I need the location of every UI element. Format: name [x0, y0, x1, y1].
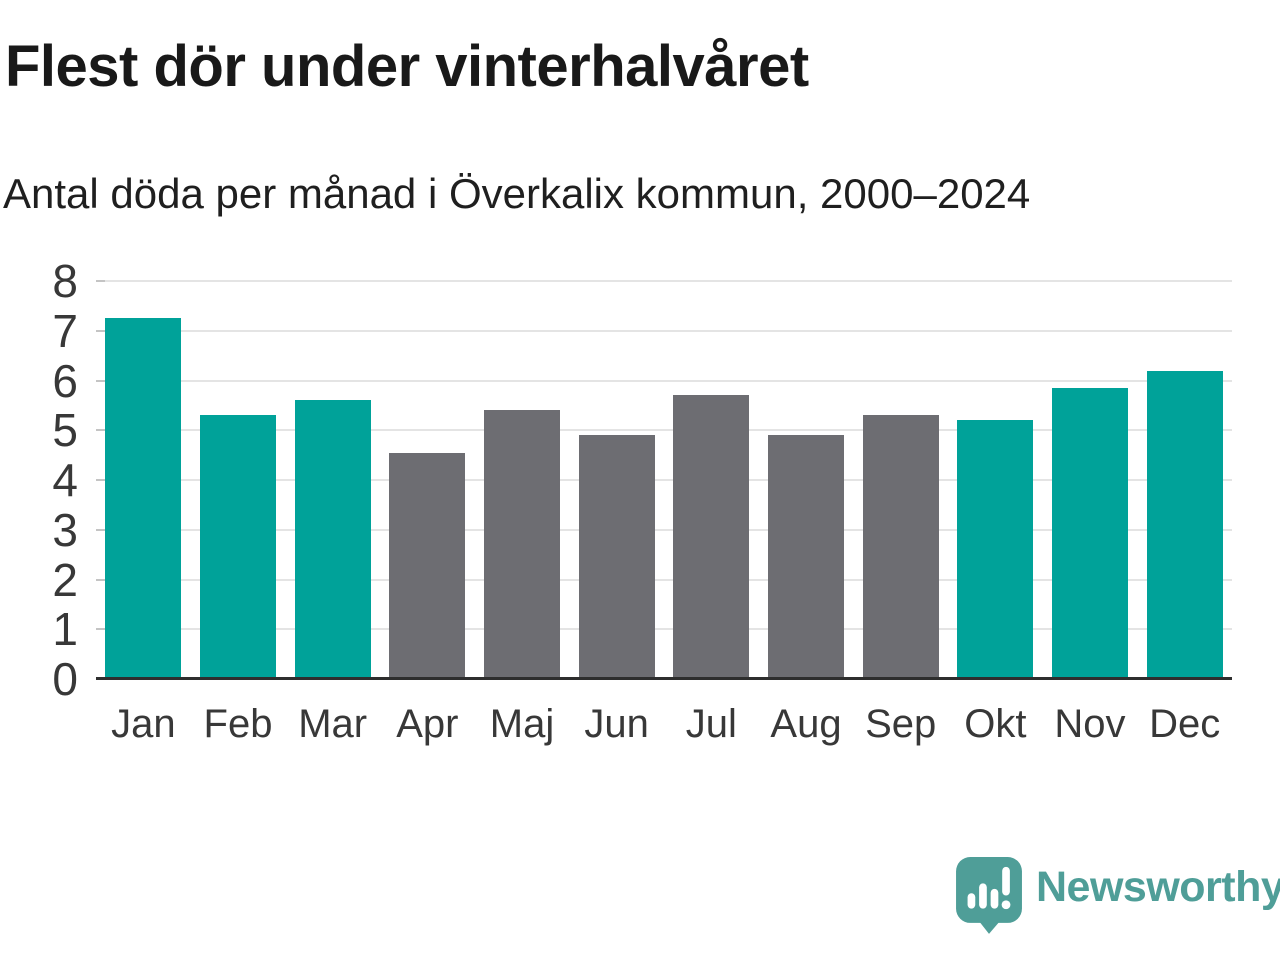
x-tick-label-okt: Okt	[964, 702, 1027, 746]
x-tick-label-maj: Maj	[489, 702, 555, 746]
y-tick-mark-4	[96, 479, 105, 481]
x-tick-label-apr: Apr	[396, 702, 459, 746]
y-tick-mark-5	[96, 429, 105, 432]
gridline-3	[96, 528, 1232, 531]
bar-aug	[768, 435, 844, 679]
x-axis-baseline	[96, 677, 1232, 680]
page-title: Flest dör under vinterhalvåret	[5, 34, 809, 99]
gridline-2	[96, 578, 1232, 581]
bar-nov	[1052, 387, 1128, 679]
bar-chart-exclamation-glyph	[967, 866, 1011, 910]
gridline-7	[96, 329, 1232, 332]
gridline-8	[96, 280, 1232, 282]
bar-maj	[484, 410, 560, 679]
plot-area	[96, 280, 1232, 680]
newsworthy-logo-icon	[956, 857, 1022, 934]
gridline-4	[96, 479, 1232, 481]
x-tick-label-jun: Jun	[584, 702, 649, 746]
y-tick-label-2: 2	[52, 553, 78, 606]
x-tick-label-feb: Feb	[203, 702, 273, 746]
x-tick-label-jan: Jan	[111, 702, 176, 746]
y-tick-label-5: 5	[52, 404, 78, 457]
gridline-5	[96, 429, 1232, 432]
x-tick-label-sep: Sep	[865, 702, 937, 746]
y-tick-label-7: 7	[52, 304, 78, 357]
y-tick-mark-3	[96, 528, 105, 531]
gridline-1	[96, 628, 1232, 631]
gridline-6	[96, 379, 1232, 382]
bar-jul	[673, 395, 750, 679]
y-tick-mark-2	[96, 578, 105, 581]
y-tick-mark-1	[96, 628, 105, 631]
y-tick-label-8: 8	[52, 255, 78, 307]
bar-jan	[105, 318, 182, 679]
x-tick-label-dec: Dec	[1149, 702, 1221, 746]
y-tick-mark-7	[96, 329, 105, 332]
y-tick-label-3: 3	[52, 503, 78, 556]
y-tick-label-0: 0	[52, 653, 78, 705]
y-tick-mark-8	[96, 280, 105, 282]
y-tick-label-1: 1	[52, 603, 78, 656]
newsworthy-logo: Newsworthy	[956, 857, 1280, 937]
bar-feb	[200, 415, 276, 679]
bar-sep	[862, 415, 939, 679]
page-subtitle: Antal döda per månad i Överkalix kommun,…	[3, 170, 1031, 217]
newsworthy-wordmark: Newsworthy	[1036, 863, 1280, 911]
bar-okt	[957, 420, 1034, 679]
bar-dec	[1146, 370, 1223, 679]
bar-apr	[389, 452, 466, 679]
x-tick-label-jul: Jul	[685, 702, 737, 746]
y-tick-mark-6	[96, 379, 105, 382]
x-tick-label-mar: Mar	[298, 702, 368, 746]
x-axis-labels: Jan Feb Mar Apr Maj Jun Jul Aug Sep Okt Nov Dec	[96, 698, 1232, 750]
y-tick-label-6: 6	[52, 354, 78, 407]
y-tick-label-4: 4	[52, 454, 78, 506]
x-tick-label-nov: Nov	[1054, 702, 1126, 746]
bar-jun	[578, 435, 655, 679]
bar-mar	[294, 400, 371, 679]
x-tick-label-aug: Aug	[770, 702, 842, 746]
speech-bubble-shape	[956, 857, 1022, 934]
